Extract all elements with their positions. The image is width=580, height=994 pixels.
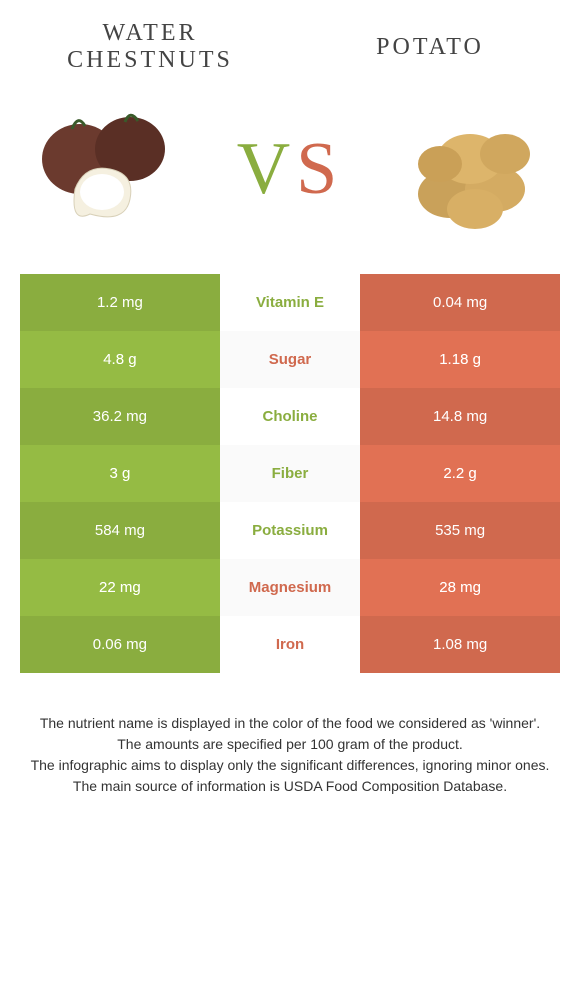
value-right: 535 mg xyxy=(360,502,560,559)
value-right: 14.8 mg xyxy=(360,388,560,445)
value-left: 4.8 g xyxy=(20,331,220,388)
nutrient-row: 584 mgPotassium535 mg xyxy=(20,502,560,559)
nutrient-label: Vitamin E xyxy=(220,274,360,331)
value-left: 0.06 mg xyxy=(20,616,220,673)
vs-row: VS xyxy=(0,84,580,274)
header: WATER CHESTNUTS POTATO xyxy=(0,0,580,84)
vs-label: VS xyxy=(237,127,344,212)
value-left: 3 g xyxy=(20,445,220,502)
value-left: 1.2 mg xyxy=(20,274,220,331)
vs-s: S xyxy=(296,128,343,210)
food-name-right: POTATO xyxy=(304,34,556,61)
nutrient-row: 4.8 gSugar1.18 g xyxy=(20,331,560,388)
nutrient-label: Choline xyxy=(220,388,360,445)
nutrient-table: 1.2 mgVitamin E0.04 mg4.8 gSugar1.18 g36… xyxy=(20,274,560,673)
nutrient-row: 22 mgMagnesium28 mg xyxy=(20,559,560,616)
nutrient-row: 3 gFiber2.2 g xyxy=(20,445,560,502)
footnote-line: The infographic aims to display only the… xyxy=(20,755,560,776)
food-image-right xyxy=(390,94,550,244)
nutrient-label: Magnesium xyxy=(220,559,360,616)
potato-icon xyxy=(390,94,550,244)
value-left: 22 mg xyxy=(20,559,220,616)
nutrient-label: Iron xyxy=(220,616,360,673)
value-right: 1.08 mg xyxy=(360,616,560,673)
food-image-left xyxy=(30,94,190,244)
nutrient-label: Potassium xyxy=(220,502,360,559)
food-name-left: WATER CHESTNUTS xyxy=(24,20,276,74)
footnote-line: The nutrient name is displayed in the co… xyxy=(20,713,560,734)
nutrient-row: 36.2 mgCholine14.8 mg xyxy=(20,388,560,445)
footnote-line: The main source of information is USDA F… xyxy=(20,776,560,797)
value-right: 28 mg xyxy=(360,559,560,616)
nutrient-label: Sugar xyxy=(220,331,360,388)
value-left: 584 mg xyxy=(20,502,220,559)
nutrient-row: 0.06 mgIron1.08 mg xyxy=(20,616,560,673)
value-left: 36.2 mg xyxy=(20,388,220,445)
vs-v: V xyxy=(237,128,296,210)
water-chestnuts-icon xyxy=(30,94,190,244)
value-right: 1.18 g xyxy=(360,331,560,388)
footnotes: The nutrient name is displayed in the co… xyxy=(20,713,560,797)
value-right: 2.2 g xyxy=(360,445,560,502)
nutrient-label: Fiber xyxy=(220,445,360,502)
value-right: 0.04 mg xyxy=(360,274,560,331)
nutrient-row: 1.2 mgVitamin E0.04 mg xyxy=(20,274,560,331)
footnote-line: The amounts are specified per 100 gram o… xyxy=(20,734,560,755)
